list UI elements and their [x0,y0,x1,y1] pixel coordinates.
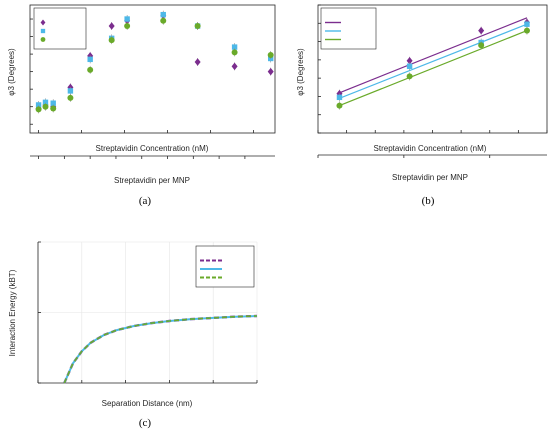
y-axis-label: φ3 (Degrees) [7,48,16,96]
legend [195,245,255,288]
axes [29,4,276,159]
legend-box [195,245,255,288]
axes [37,241,258,384]
secondary-x-axis-label: Streptavidin per MNP [114,176,190,185]
data-marks [63,314,258,384]
secondary-x-axis-label: Streptavidin per MNP [392,173,468,182]
data-point [87,66,94,73]
data-point [67,94,74,101]
series-line [63,315,258,384]
data-point [406,63,413,69]
series-line [63,315,258,384]
data-point [406,73,413,80]
panel-caption: (b) [422,195,435,207]
data-point [336,102,343,109]
data-point [194,58,201,66]
data-point [267,67,274,76]
data-point [160,17,167,24]
data-point [35,102,42,108]
data-point [108,22,115,30]
data-point [160,11,166,18]
data-point [42,99,49,106]
legend-marker [40,28,46,34]
fit-line [339,30,528,107]
data-point [87,56,93,63]
panel-caption: (c) [139,417,152,429]
data-point [336,94,343,101]
data-point [523,27,530,34]
panel-b: φ3 (Degrees) Streptavidin Concentration … [296,4,548,207]
x-axis-label: Streptavidin Concentration (nM) [374,144,487,153]
axes [317,4,548,158]
legend [320,7,377,50]
data-point [50,105,57,112]
data-marks [35,10,274,114]
data-point [194,23,201,30]
legend [33,7,87,50]
y-axis-label: Interaction Energy (kBT) [8,269,17,356]
data-point [231,49,238,56]
data-point [42,103,49,110]
x-axis-label: Separation Distance (nm) [102,399,193,408]
data-point [124,23,131,30]
data-point [231,44,238,50]
data-point [67,88,74,94]
legend-marker [40,37,46,42]
data-marks [336,17,530,110]
data-point [267,51,274,58]
legend-marker [40,19,46,26]
data-point [108,37,115,44]
data-point [50,100,56,106]
legend-box [320,7,377,50]
data-point [124,16,130,22]
data-point [478,42,485,49]
data-point [231,62,238,71]
panel-c: Interaction Energy (kBT) Separation Dist… [8,241,258,429]
plot-frame [29,4,276,134]
y-axis-label: φ3 (Degrees) [296,48,305,96]
panel-a: φ3 (Degrees) Streptavidin Concentration … [7,4,276,207]
x-axis-label: Streptavidin Concentration (nM) [96,144,209,153]
panel-caption: (a) [139,195,152,207]
fit-line [339,17,528,94]
fit-line [339,23,528,99]
legend-box [33,7,87,50]
data-point [35,106,42,113]
data-point [478,26,485,35]
data-point [406,57,413,65]
series-line [63,314,258,384]
data-point [524,21,530,27]
